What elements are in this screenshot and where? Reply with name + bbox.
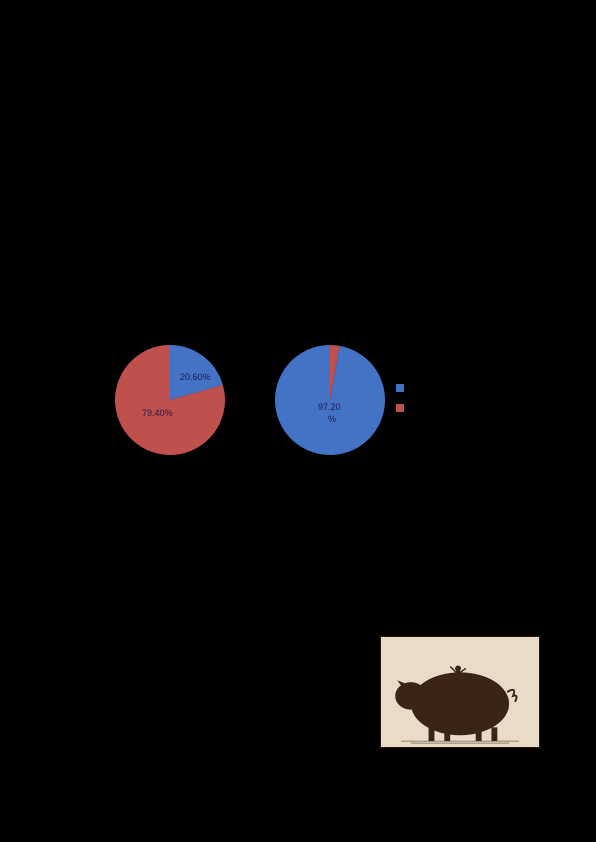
legend xyxy=(396,384,404,412)
legend-swatch-1 xyxy=(396,404,404,412)
legend-swatch-0 xyxy=(396,384,404,392)
pig-illustration-svg xyxy=(381,637,539,747)
pie-left-label-1: 79.40% xyxy=(142,408,173,418)
pie-right xyxy=(275,345,385,455)
pie-right-label-0: 97.20 xyxy=(318,402,341,412)
pie-left xyxy=(115,345,225,455)
pie-left-container xyxy=(115,345,225,460)
pie-right-label-1: % xyxy=(328,414,336,424)
legend-item-1 xyxy=(396,404,404,412)
pie-left-label-0: 20.60% xyxy=(180,372,211,382)
legend-item-0 xyxy=(396,384,404,392)
illustration-pig xyxy=(380,636,540,748)
